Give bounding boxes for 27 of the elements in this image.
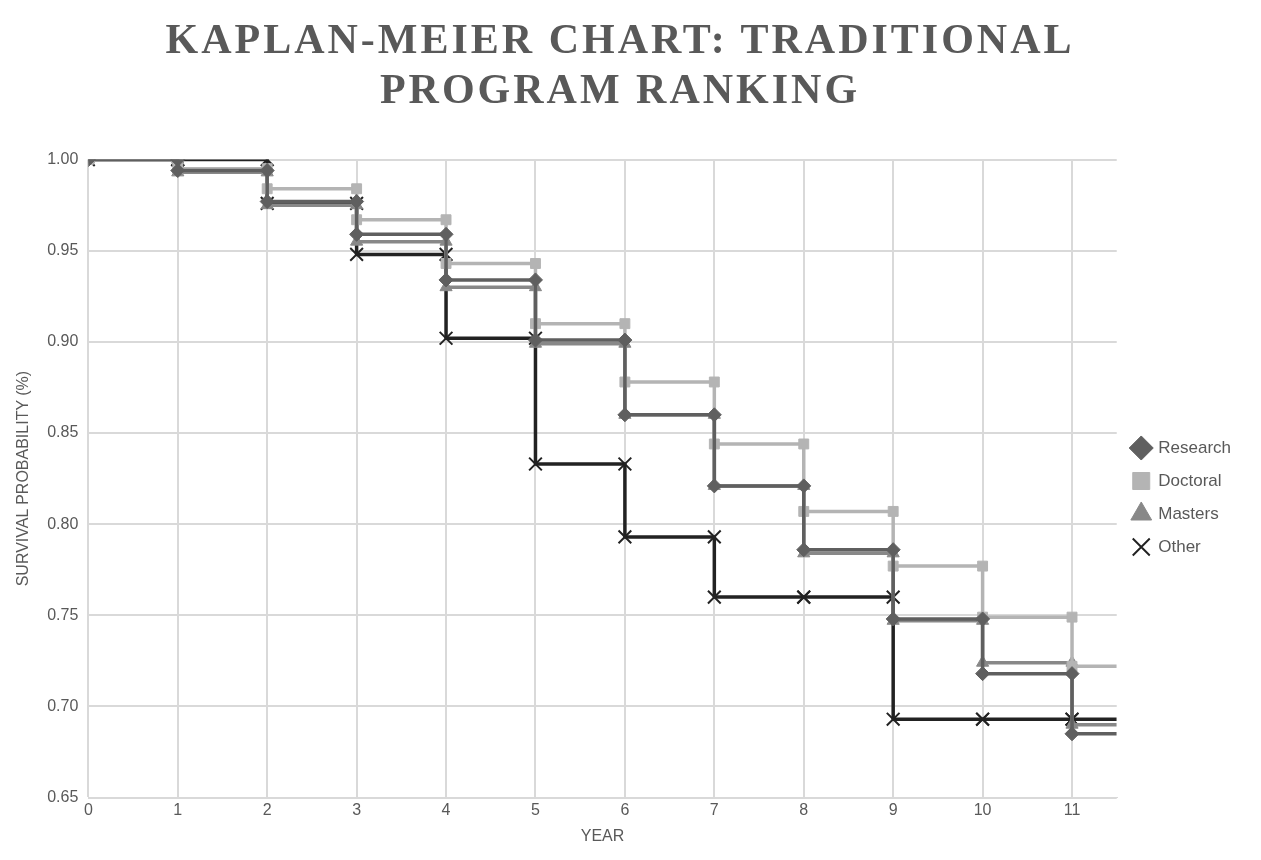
x-tick-label: 6 bbox=[620, 800, 630, 818]
x-tick-label: 5 bbox=[531, 800, 541, 818]
legend-label: Research bbox=[1158, 437, 1232, 457]
x-tick-label: 3 bbox=[352, 800, 362, 818]
chart-title: KAPLAN-MEIER CHART: TRADITIONAL PROGRAM RANKING bbox=[164, 15, 1076, 114]
legend-label: Doctoral bbox=[1158, 470, 1222, 490]
x-tick-label: 8 bbox=[799, 800, 809, 818]
x-tick-label: 10 bbox=[973, 800, 992, 818]
x-tick-label: 4 bbox=[441, 800, 451, 818]
x-tick-label: 0 bbox=[83, 800, 93, 818]
y-tick-label: 0.80 bbox=[47, 514, 79, 532]
x-tick-label: 9 bbox=[888, 800, 898, 818]
legend-label: Other bbox=[1158, 536, 1202, 556]
y-tick-label: 0.95 bbox=[47, 241, 79, 259]
x-tick-label: 1 bbox=[173, 800, 183, 818]
x-tick-label: 7 bbox=[709, 800, 719, 818]
x-tick-label: 2 bbox=[262, 800, 272, 818]
y-tick-label: 0.75 bbox=[47, 605, 79, 623]
y-tick-label: 1.00 bbox=[47, 150, 79, 168]
y-axis-title: SURVIVAL PROBABILITY (%) bbox=[14, 370, 32, 587]
legend-label: Masters bbox=[1158, 503, 1219, 523]
y-tick-label: 0.90 bbox=[47, 332, 79, 350]
x-tick-label: 11 bbox=[1063, 800, 1081, 818]
x-axis-title: YEAR bbox=[580, 826, 625, 844]
y-tick-label: 0.85 bbox=[47, 423, 79, 441]
y-tick-label: 0.70 bbox=[47, 696, 79, 714]
y-tick-label: 0.65 bbox=[47, 788, 79, 806]
